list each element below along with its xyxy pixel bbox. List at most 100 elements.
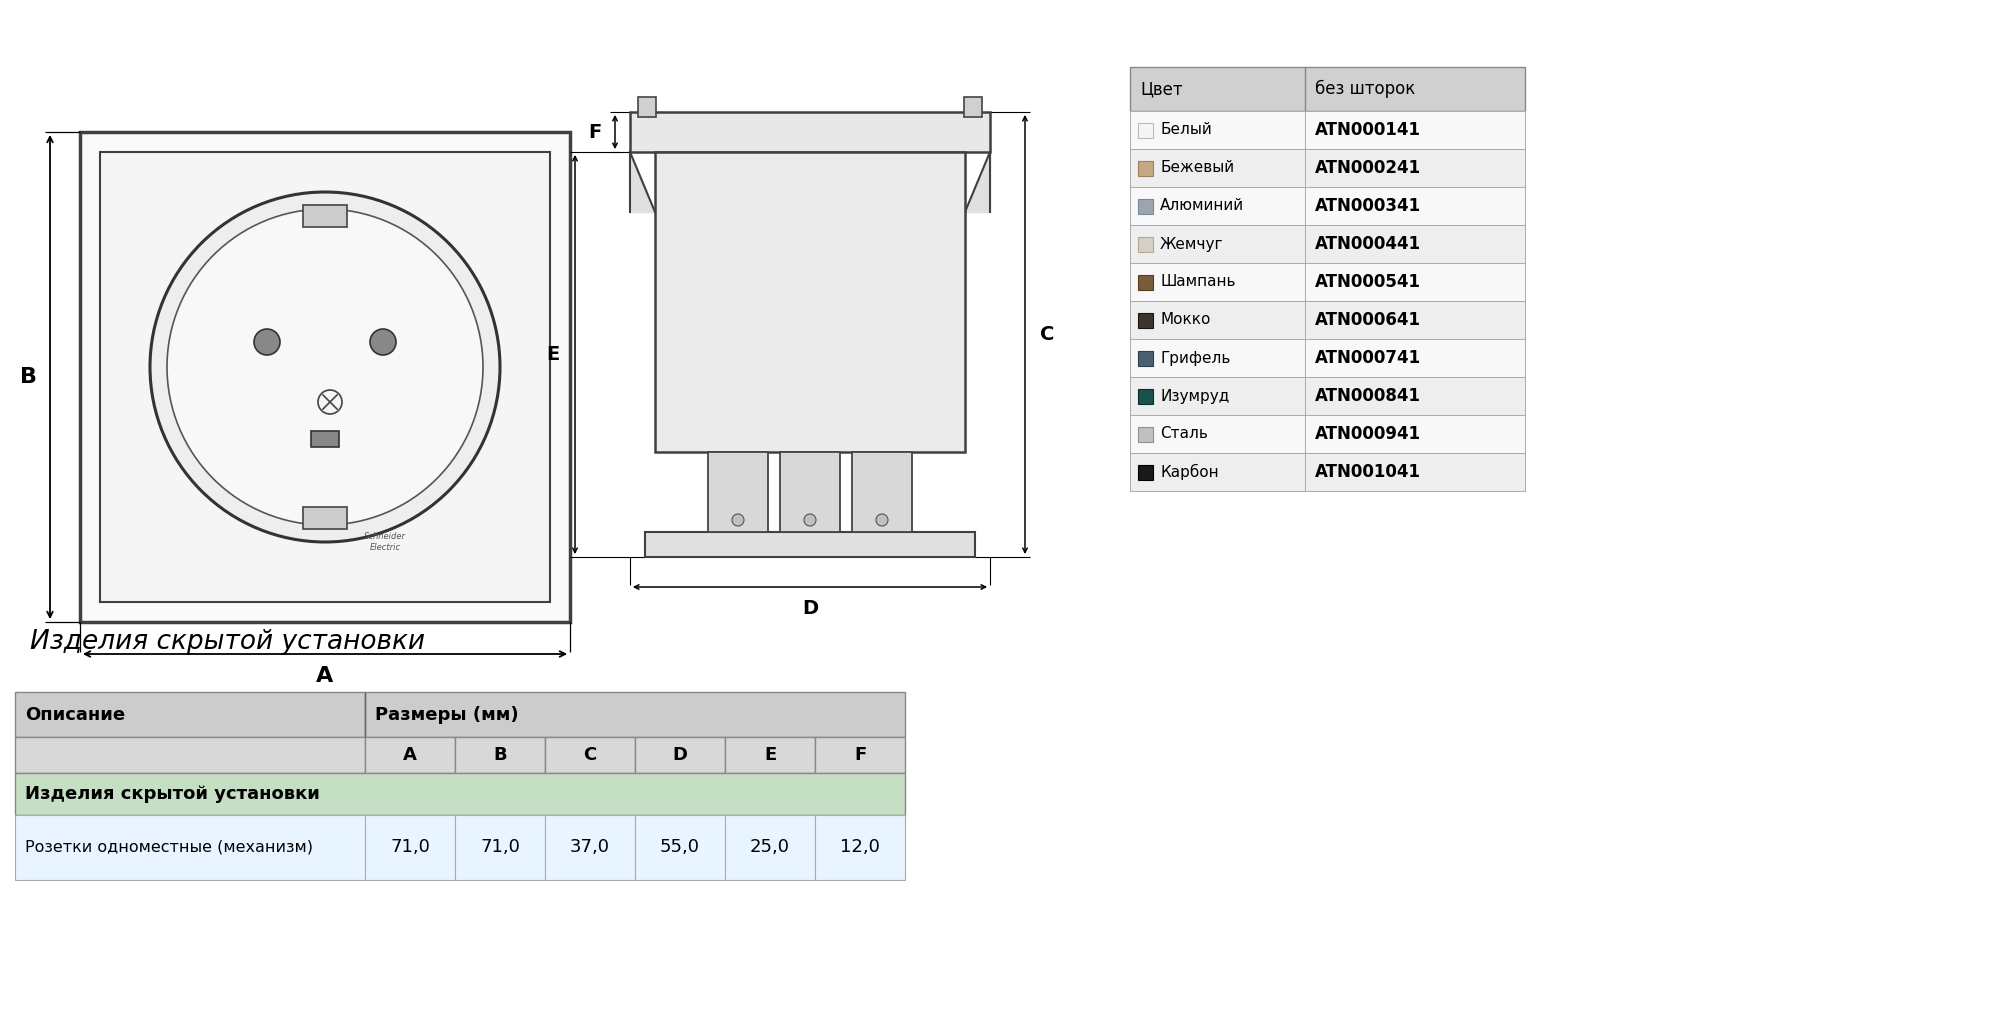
Text: 55,0: 55,0 xyxy=(660,838,700,857)
Bar xyxy=(1130,377,1526,415)
Bar xyxy=(304,205,348,227)
Text: 71,0: 71,0 xyxy=(480,838,520,857)
Bar xyxy=(852,452,912,533)
Bar xyxy=(1130,187,1526,225)
Bar xyxy=(630,112,990,152)
Text: Алюминий: Алюминий xyxy=(1160,198,1244,214)
Text: Изумруд: Изумруд xyxy=(1160,388,1230,404)
Bar xyxy=(1138,236,1152,252)
Text: 12,0: 12,0 xyxy=(840,838,880,857)
Circle shape xyxy=(254,329,280,355)
Text: Цвет: Цвет xyxy=(1140,80,1182,98)
Text: 37,0: 37,0 xyxy=(570,838,610,857)
Bar xyxy=(1130,149,1526,187)
Text: Розетки одноместные (механизм): Розетки одноместные (механизм) xyxy=(24,840,312,854)
Circle shape xyxy=(370,329,396,355)
Text: Размеры (мм): Размеры (мм) xyxy=(376,706,518,723)
Circle shape xyxy=(732,514,744,526)
Bar xyxy=(1138,198,1152,214)
Text: Изделия скрытой установки: Изделия скрытой установки xyxy=(24,785,320,803)
Bar xyxy=(1138,464,1152,480)
Bar xyxy=(656,152,964,452)
Bar xyxy=(780,452,840,533)
Bar xyxy=(1130,301,1526,338)
Bar xyxy=(1130,67,1526,111)
Bar xyxy=(644,533,976,557)
Text: D: D xyxy=(672,746,688,764)
Text: ATN000941: ATN000941 xyxy=(1316,425,1422,443)
Bar xyxy=(16,692,364,737)
Bar xyxy=(16,773,904,815)
Circle shape xyxy=(876,514,888,526)
Bar xyxy=(544,737,636,773)
Text: Грифель: Грифель xyxy=(1160,351,1230,365)
Text: B: B xyxy=(494,746,506,764)
Bar xyxy=(1138,313,1152,327)
Text: E: E xyxy=(546,345,560,364)
Bar xyxy=(456,815,544,880)
Bar xyxy=(724,815,816,880)
Bar xyxy=(724,737,816,773)
Text: Сталь: Сталь xyxy=(1160,426,1208,442)
Bar xyxy=(544,815,636,880)
Circle shape xyxy=(150,192,500,542)
Text: Шампань: Шампань xyxy=(1160,275,1236,290)
Circle shape xyxy=(318,390,342,414)
Text: C: C xyxy=(584,746,596,764)
Bar xyxy=(1138,161,1152,175)
Text: D: D xyxy=(802,600,818,618)
Text: ATN000141: ATN000141 xyxy=(1316,121,1420,139)
Bar xyxy=(1130,263,1526,301)
Bar xyxy=(364,737,456,773)
Bar xyxy=(456,737,544,773)
Bar xyxy=(1138,123,1152,137)
Text: ATN000341: ATN000341 xyxy=(1316,197,1422,215)
Bar xyxy=(312,431,340,447)
Bar xyxy=(1130,225,1526,263)
Text: ATN000741: ATN000741 xyxy=(1316,349,1422,367)
Text: Бежевый: Бежевый xyxy=(1160,161,1234,175)
Bar xyxy=(364,815,456,880)
Text: ATN000441: ATN000441 xyxy=(1316,235,1422,253)
Text: ATN000841: ATN000841 xyxy=(1316,387,1420,405)
Bar xyxy=(636,737,724,773)
Text: Мокко: Мокко xyxy=(1160,313,1210,327)
Bar xyxy=(16,815,364,880)
Bar xyxy=(1130,453,1526,491)
Text: ATN000641: ATN000641 xyxy=(1316,311,1420,329)
Text: Изделия скрытой установки: Изделия скрытой установки xyxy=(30,628,424,655)
Text: ATN001041: ATN001041 xyxy=(1316,463,1420,481)
Text: 25,0: 25,0 xyxy=(750,838,790,857)
Bar xyxy=(1138,388,1152,404)
Text: 71,0: 71,0 xyxy=(390,838,430,857)
Text: E: E xyxy=(764,746,776,764)
Bar xyxy=(304,507,348,529)
Bar xyxy=(1130,415,1526,453)
Circle shape xyxy=(168,209,484,525)
Bar xyxy=(16,737,364,773)
Bar xyxy=(816,737,904,773)
Text: Белый: Белый xyxy=(1160,123,1212,137)
Bar xyxy=(816,815,904,880)
Text: Жемчуг: Жемчуг xyxy=(1160,236,1224,252)
Text: ATN000241: ATN000241 xyxy=(1316,159,1422,178)
Text: ATN000541: ATN000541 xyxy=(1316,273,1420,291)
Bar xyxy=(100,152,550,602)
Bar xyxy=(638,97,656,117)
Text: A: A xyxy=(404,746,416,764)
Text: C: C xyxy=(1040,325,1054,344)
Bar xyxy=(964,97,982,117)
Bar xyxy=(364,692,904,737)
Bar xyxy=(708,452,768,533)
Bar xyxy=(1130,338,1526,377)
Text: A: A xyxy=(316,666,334,686)
Text: B: B xyxy=(20,367,36,387)
Bar xyxy=(80,132,570,622)
Text: без шторок: без шторок xyxy=(1316,79,1416,98)
Text: Schneider
Electric: Schneider Electric xyxy=(364,533,406,552)
Text: F: F xyxy=(588,123,602,141)
Text: F: F xyxy=(854,746,866,764)
Text: Карбон: Карбон xyxy=(1160,464,1218,480)
Bar xyxy=(1138,426,1152,442)
Circle shape xyxy=(804,514,816,526)
